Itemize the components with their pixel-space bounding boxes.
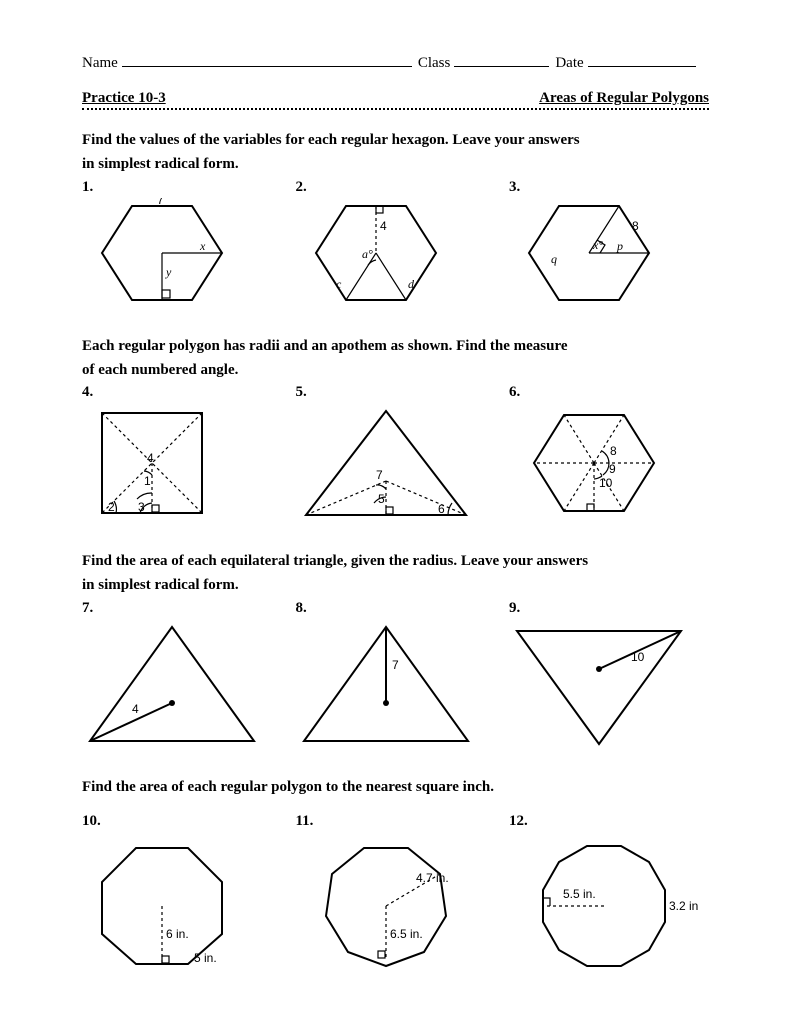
svg-text:x°: x°: [592, 238, 603, 252]
svg-text:p: p: [616, 239, 623, 253]
svg-text:10: 10: [631, 650, 645, 664]
problem-11: 11. 4.7 in. 6.5 in.: [296, 813, 496, 968]
num-1: 1.: [82, 179, 93, 196]
svg-text:7: 7: [392, 658, 399, 672]
problem-5: 5. 7 5 6: [296, 384, 496, 523]
svg-text:q: q: [551, 252, 557, 266]
num-10: 10.: [82, 813, 101, 830]
class-label: Class: [418, 55, 451, 72]
hexagon-1: 7 x y: [82, 198, 242, 308]
svg-text:2: 2: [108, 500, 115, 514]
dodecagon-12: 5.5 in. 3.2 in.: [509, 838, 699, 968]
svg-text:4: 4: [147, 451, 154, 465]
svg-text:3.2 in.: 3.2 in.: [669, 899, 699, 913]
problem-6: 6. 8 9 10: [509, 384, 709, 523]
svg-text:8: 8: [610, 444, 617, 458]
title-left: Practice 10-3: [82, 90, 166, 107]
num-5: 5.: [296, 384, 307, 401]
section2-instr-l2: of each numbered angle.: [82, 360, 709, 380]
svg-text:4.7 in.: 4.7 in.: [416, 871, 449, 885]
svg-text:8: 8: [632, 219, 639, 233]
worksheet-page: Name Class Date Practice 10-3 Areas of R…: [0, 0, 791, 1024]
svg-text:6: 6: [438, 502, 445, 516]
triangle-7: 4: [82, 619, 262, 749]
section1-instr-l1: Find the values of the variables for eac…: [82, 130, 709, 150]
svg-text:9: 9: [609, 462, 616, 476]
num-11: 11.: [296, 813, 314, 830]
name-blank: [122, 52, 412, 67]
section2-instr-l1: Each regular polygon has radii and an ap…: [82, 336, 709, 356]
num-6: 6.: [509, 384, 520, 401]
svg-text:c: c: [336, 277, 342, 291]
section3-instr-l1: Find the area of each equilateral triang…: [82, 551, 709, 571]
svg-text:10: 10: [599, 476, 613, 490]
num-9: 9.: [509, 600, 520, 617]
hexagon-3: 8 q x° p: [509, 198, 669, 308]
svg-text:7: 7: [157, 198, 164, 207]
svg-text:5: 5: [378, 492, 385, 506]
class-blank: [454, 52, 549, 67]
date-blank: [588, 52, 696, 67]
header-row: Name Class Date: [82, 52, 709, 72]
triangle-9: 10: [509, 619, 689, 749]
num-12: 12.: [509, 813, 528, 830]
num-7: 7.: [82, 600, 93, 617]
date-label: Date: [555, 55, 583, 72]
problem-7: 7. 4: [82, 600, 282, 749]
problem-4: 4. 4 1 2 3: [82, 384, 282, 523]
svg-text:y: y: [165, 265, 172, 279]
svg-text:x: x: [199, 239, 206, 253]
nonagon-11: 4.7 in. 6.5 in.: [296, 838, 476, 968]
name-label: Name: [82, 55, 118, 72]
title-right: Areas of Regular Polygons: [539, 90, 709, 107]
section4-instr: Find the area of each regular polygon to…: [82, 777, 709, 797]
octagon-10: 6 in. 5 in.: [82, 838, 242, 968]
svg-text:6.5 in.: 6.5 in.: [390, 927, 423, 941]
hexagon-6: 8 9 10: [509, 403, 679, 523]
num-2: 2.: [296, 179, 307, 196]
problem-12: 12. 5.5 in. 3.2 in.: [509, 813, 709, 968]
problem-9: 9. 10: [509, 600, 709, 749]
problem-3: 3. 8 q x° p: [509, 179, 709, 308]
num-8: 8.: [296, 600, 307, 617]
section3-instr-l2: in simplest radical form.: [82, 575, 709, 595]
triangle-5: 7 5 6: [296, 403, 476, 523]
svg-text:4: 4: [380, 219, 387, 233]
svg-text:7: 7: [376, 468, 383, 482]
num-3: 3.: [509, 179, 520, 196]
svg-text:4: 4: [132, 702, 139, 716]
svg-text:6 in.: 6 in.: [166, 927, 189, 941]
problem-1: 1. 7 x y: [82, 179, 282, 308]
problem-8: 8. 7: [296, 600, 496, 749]
section4-row: 10. 6 in. 5 in. 11. 4.7 in. 6.5 in. 12.: [82, 813, 709, 968]
svg-text:5 in.: 5 in.: [194, 951, 217, 965]
svg-text:1: 1: [144, 474, 151, 488]
section3-row: 7. 4 8. 7 9. 10: [82, 600, 709, 749]
svg-text:3: 3: [138, 500, 145, 514]
triangle-8: 7: [296, 619, 476, 749]
hexagon-2: 4 a° c d: [296, 198, 456, 308]
square-4: 4 1 2 3: [82, 403, 232, 523]
problem-10: 10. 6 in. 5 in.: [82, 813, 282, 968]
title-row: Practice 10-3 Areas of Regular Polygons: [82, 90, 709, 110]
section1-row: 1. 7 x y 2. 4 a° c: [82, 179, 709, 308]
svg-text:5.5 in.: 5.5 in.: [563, 887, 596, 901]
svg-text:a°: a°: [362, 247, 373, 261]
num-4: 4.: [82, 384, 93, 401]
problem-2: 2. 4 a° c d: [296, 179, 496, 308]
section1-instr-l2: in simplest radical form.: [82, 154, 709, 174]
svg-text:d: d: [408, 277, 415, 291]
section2-row: 4. 4 1 2 3 5.: [82, 384, 709, 523]
